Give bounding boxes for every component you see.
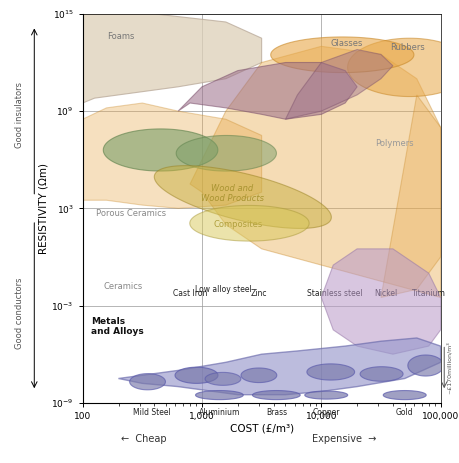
Text: Expensive  →: Expensive →	[312, 434, 376, 444]
Polygon shape	[381, 95, 441, 297]
Polygon shape	[305, 391, 348, 399]
Polygon shape	[271, 37, 414, 73]
Text: Polymers: Polymers	[375, 139, 413, 148]
Polygon shape	[176, 136, 276, 171]
Polygon shape	[205, 372, 241, 385]
Polygon shape	[241, 368, 277, 382]
Polygon shape	[175, 367, 218, 383]
Text: Low alloy steel: Low alloy steel	[195, 285, 252, 294]
Polygon shape	[103, 129, 218, 171]
Text: Good insulators: Good insulators	[16, 82, 24, 148]
Text: Brass: Brass	[266, 408, 287, 417]
Polygon shape	[118, 338, 441, 394]
Text: Mild Steel: Mild Steel	[133, 408, 171, 417]
Polygon shape	[196, 391, 243, 400]
Text: Aluminium: Aluminium	[199, 408, 240, 417]
Polygon shape	[190, 206, 309, 241]
Polygon shape	[178, 63, 357, 119]
Text: Composites: Composites	[213, 220, 263, 229]
Polygon shape	[383, 391, 426, 400]
Text: Copper: Copper	[313, 408, 340, 417]
Polygon shape	[190, 46, 441, 297]
Text: Cast Iron: Cast Iron	[173, 289, 207, 298]
X-axis label: COST (£/m³): COST (£/m³)	[230, 424, 294, 434]
Polygon shape	[408, 355, 444, 376]
Text: Good conductors: Good conductors	[16, 278, 24, 349]
Text: Foams: Foams	[107, 32, 134, 41]
Polygon shape	[307, 364, 355, 380]
Polygon shape	[360, 367, 403, 382]
Text: Wood and
Wood Products: Wood and Wood Products	[201, 184, 264, 203]
Polygon shape	[129, 374, 165, 390]
Text: Zinc: Zinc	[251, 289, 267, 298]
Polygon shape	[347, 38, 459, 97]
Polygon shape	[252, 391, 300, 400]
Text: Gold: Gold	[396, 408, 414, 417]
Text: Nickel: Nickel	[375, 289, 398, 298]
Text: Rubbers: Rubbers	[391, 44, 425, 52]
Text: Glasses: Glasses	[331, 39, 363, 48]
Text: Stainless steel: Stainless steel	[307, 289, 363, 298]
Text: ←  Cheap: ← Cheap	[121, 434, 166, 444]
Polygon shape	[83, 14, 262, 103]
Polygon shape	[285, 50, 393, 119]
Text: Porous Ceramics: Porous Ceramics	[96, 209, 166, 218]
Text: Metals
and Alloys: Metals and Alloys	[91, 317, 144, 336]
Polygon shape	[83, 103, 262, 208]
Text: Titanium: Titanium	[412, 289, 446, 298]
Polygon shape	[321, 249, 441, 354]
Text: ~£170million/m³: ~£170million/m³	[447, 341, 452, 394]
Y-axis label: RESISTIVITY (Ωm): RESISTIVITY (Ωm)	[39, 163, 48, 254]
Polygon shape	[154, 166, 331, 228]
Text: Ceramics: Ceramics	[104, 282, 143, 291]
